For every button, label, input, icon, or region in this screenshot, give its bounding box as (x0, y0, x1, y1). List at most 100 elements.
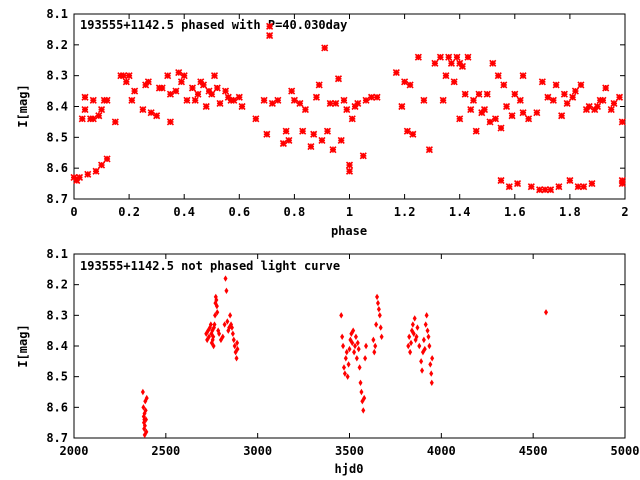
data-point (563, 99, 571, 107)
data-point (301, 106, 309, 114)
data-point (414, 333, 419, 340)
data-point (544, 93, 552, 101)
unphased-chart: 193555+1142.5 not phased light curve hjd… (16, 247, 639, 476)
data-point (428, 361, 433, 368)
data-point (166, 90, 174, 98)
data-point (144, 78, 152, 86)
data-point (238, 102, 246, 111)
data-point (210, 72, 219, 80)
data-point (329, 146, 337, 154)
data-point (558, 112, 566, 120)
y-axis-label: I[mag] (16, 324, 30, 367)
data-point (230, 330, 235, 337)
data-point (103, 155, 111, 163)
data-point (491, 115, 500, 123)
data-point (353, 342, 358, 350)
data-point (326, 99, 334, 107)
data-point (231, 336, 236, 344)
data-point (486, 118, 494, 126)
data-point (378, 324, 383, 331)
data-point (552, 81, 560, 89)
data-point (348, 115, 356, 123)
data-point (615, 93, 624, 101)
data-point (128, 96, 136, 104)
data-point (235, 345, 240, 353)
data-point (422, 345, 427, 353)
data-point (367, 93, 376, 101)
data-point (131, 87, 139, 95)
data-point (392, 69, 400, 77)
data-point (375, 293, 380, 301)
data-point (541, 186, 549, 194)
data-point (376, 306, 381, 313)
data-point (371, 336, 376, 344)
data-point (374, 321, 379, 328)
y-tick-label: 8.4 (46, 339, 68, 353)
phased-chart: 193555+1142.5 phased with P=40.030day ph… (16, 7, 629, 238)
data-point (323, 127, 332, 135)
data-point (566, 176, 574, 185)
data-point (252, 115, 260, 123)
data-point (222, 321, 227, 328)
data-point (355, 339, 360, 347)
data-point (221, 87, 230, 95)
data-point (321, 44, 329, 52)
data-point (442, 72, 450, 80)
data-point (341, 364, 346, 371)
y-axis-label: I[mag] (16, 84, 30, 127)
data-point (480, 106, 489, 114)
data-point (344, 348, 349, 356)
data-point (489, 59, 497, 67)
data-point (375, 299, 380, 307)
y-tick-label: 8.6 (46, 400, 68, 414)
data-point (352, 348, 357, 356)
data-point (420, 367, 425, 374)
data-point (214, 302, 219, 310)
data-point (419, 358, 424, 365)
data-point (122, 78, 130, 86)
data-point (356, 345, 361, 353)
data-point (599, 96, 607, 104)
data-point (588, 180, 596, 188)
data-point (602, 84, 610, 92)
data-point (172, 87, 180, 95)
data-point (450, 78, 458, 86)
data-point (144, 394, 149, 402)
data-point (212, 321, 217, 328)
y-tick-label: 8.2 (46, 38, 68, 52)
data-point (408, 348, 413, 356)
data-point (214, 296, 219, 304)
data-point (497, 124, 505, 132)
data-point (345, 161, 354, 169)
data-point (410, 321, 415, 328)
data-point (153, 112, 161, 120)
data-point (140, 388, 145, 396)
data-point (424, 312, 429, 319)
data-point (299, 127, 307, 135)
data-point (426, 333, 431, 340)
x-tick-label: 4000 (427, 444, 456, 458)
data-point (229, 324, 234, 331)
data-point (220, 333, 225, 340)
data-point (92, 167, 100, 175)
data-point (414, 53, 422, 61)
data-point (340, 96, 348, 104)
data-point (461, 90, 469, 98)
data-point (569, 93, 577, 101)
data-point (555, 183, 563, 191)
data-point (84, 170, 92, 178)
data-point (560, 90, 568, 98)
data-point (497, 176, 505, 185)
data-point (337, 136, 345, 144)
data-point (342, 370, 347, 377)
data-point (347, 345, 352, 353)
data-point (359, 388, 364, 396)
y-tick-label: 8.7 (46, 431, 68, 445)
data-point (350, 339, 355, 347)
data-point (288, 87, 296, 95)
data-point (412, 315, 417, 322)
data-point (75, 173, 84, 181)
data-point (216, 99, 224, 107)
y-tick-label: 8.5 (46, 370, 68, 384)
data-point (607, 106, 615, 114)
